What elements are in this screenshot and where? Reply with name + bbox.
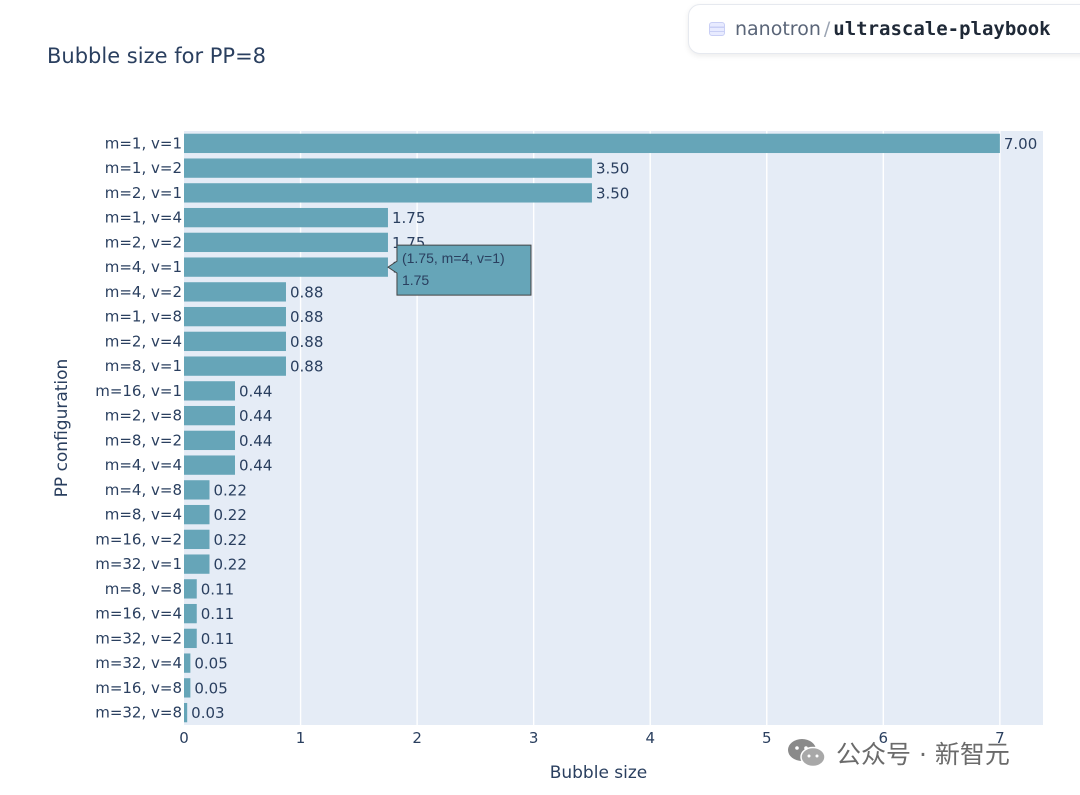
bar[interactable] bbox=[184, 232, 388, 253]
bar[interactable] bbox=[184, 356, 286, 376]
bar[interactable] bbox=[184, 529, 210, 550]
repo-badge[interactable]: nanotron / ultrascale-playbook bbox=[688, 4, 1080, 54]
data-label: 0.88 bbox=[290, 308, 323, 326]
plot-area bbox=[184, 131, 1043, 725]
bar[interactable] bbox=[184, 678, 191, 698]
bar[interactable] bbox=[184, 257, 388, 277]
y-tick-label: m=32, v=4 bbox=[95, 654, 182, 672]
y-tick-label: m=1, v=2 bbox=[105, 159, 182, 177]
y-axis-title: PP configuration bbox=[52, 359, 72, 498]
repo-separator: / bbox=[823, 18, 831, 40]
hover-tooltip bbox=[387, 244, 532, 296]
x-tick-label: 2 bbox=[412, 729, 422, 747]
y-tick-label: m=16, v=4 bbox=[95, 605, 182, 623]
repo-icon bbox=[709, 22, 725, 36]
y-tick-label: m=32, v=8 bbox=[95, 704, 182, 722]
bar[interactable] bbox=[184, 653, 191, 673]
data-label: 3.50 bbox=[596, 184, 629, 202]
y-tick-label: m=2, v=8 bbox=[105, 407, 182, 425]
bar[interactable] bbox=[184, 628, 197, 649]
x-tick-label: 0 bbox=[179, 729, 189, 747]
data-label: 0.88 bbox=[290, 283, 323, 301]
bar[interactable] bbox=[184, 702, 188, 723]
data-label: 0.22 bbox=[213, 556, 246, 574]
data-label: 0.44 bbox=[239, 382, 272, 400]
y-tick-label: m=16, v=2 bbox=[95, 530, 182, 548]
y-tick-label: m=4, v=2 bbox=[105, 283, 182, 301]
data-label: 7.00 bbox=[1004, 135, 1037, 153]
wechat-icon bbox=[788, 739, 826, 768]
tooltip-line-2: 1.75 bbox=[402, 272, 429, 288]
data-label: 0.11 bbox=[201, 580, 234, 598]
bar[interactable] bbox=[184, 579, 197, 599]
repo-owner[interactable]: nanotron bbox=[735, 18, 821, 40]
y-tick-label: m=32, v=1 bbox=[95, 555, 182, 573]
data-label: 0.88 bbox=[290, 358, 323, 376]
y-tick-label: m=2, v=1 bbox=[105, 184, 182, 202]
x-tick-label: 7 bbox=[995, 729, 1005, 747]
y-tick-label: m=8, v=2 bbox=[105, 431, 182, 449]
x-tick-label: 1 bbox=[296, 729, 306, 747]
y-tick-label: m=2, v=2 bbox=[105, 233, 182, 251]
y-tick-label: m=4, v=8 bbox=[105, 481, 182, 499]
data-label: 0.11 bbox=[201, 605, 234, 623]
y-tick-label: m=1, v=1 bbox=[105, 134, 182, 152]
bar[interactable] bbox=[184, 207, 388, 228]
bar[interactable] bbox=[184, 430, 235, 451]
data-label: 0.22 bbox=[213, 531, 246, 549]
bar[interactable] bbox=[184, 480, 210, 500]
x-tick-label: 4 bbox=[645, 729, 655, 747]
bar[interactable] bbox=[184, 504, 210, 525]
bar[interactable] bbox=[184, 331, 286, 352]
watermark-text: 公众号 · 新智元 bbox=[836, 740, 1010, 769]
y-tick-label: m=4, v=1 bbox=[105, 258, 182, 276]
bar[interactable] bbox=[184, 554, 210, 574]
y-tick-label: m=32, v=2 bbox=[95, 629, 182, 647]
bar[interactable] bbox=[184, 405, 235, 426]
data-label: 0.05 bbox=[194, 679, 227, 697]
data-label: 0.44 bbox=[239, 407, 272, 425]
data-label: 1.75 bbox=[392, 209, 425, 227]
data-label: 0.22 bbox=[213, 506, 246, 524]
y-tick-label: m=2, v=4 bbox=[105, 332, 182, 350]
tooltip-line-1: (1.75, m=4, v=1) bbox=[402, 250, 505, 266]
bar[interactable] bbox=[184, 603, 197, 624]
y-tick-label: m=8, v=4 bbox=[105, 506, 182, 524]
watermark: 公众号 · 新智元 bbox=[786, 735, 1010, 771]
y-tick-label: m=8, v=1 bbox=[105, 357, 182, 375]
y-tick-label: m=8, v=8 bbox=[105, 580, 182, 598]
x-tick-label: 3 bbox=[529, 729, 539, 747]
bar[interactable] bbox=[184, 306, 286, 327]
data-label: 0.05 bbox=[194, 655, 227, 673]
x-tick-label: 6 bbox=[879, 729, 889, 747]
bar[interactable] bbox=[184, 183, 592, 203]
y-tick-label: m=1, v=4 bbox=[105, 209, 182, 227]
bar[interactable] bbox=[184, 158, 592, 178]
y-tick-label: m=1, v=8 bbox=[105, 308, 182, 326]
y-tick-label: m=4, v=4 bbox=[105, 456, 182, 474]
data-label: 0.11 bbox=[201, 630, 234, 648]
bar[interactable] bbox=[184, 381, 235, 401]
bar[interactable] bbox=[184, 455, 235, 475]
repo-name[interactable]: ultrascale-playbook bbox=[833, 18, 1051, 40]
x-axis-title: Bubble size bbox=[550, 763, 648, 783]
x-tick-label: 5 bbox=[762, 729, 772, 747]
data-label: 0.44 bbox=[239, 457, 272, 475]
data-label: 0.22 bbox=[213, 481, 246, 499]
y-tick-label: m=16, v=8 bbox=[95, 679, 182, 697]
data-label: 0.03 bbox=[191, 704, 224, 722]
chart-title: Bubble size for PP=8 bbox=[47, 44, 267, 68]
data-label: 0.44 bbox=[239, 432, 272, 450]
data-label: 3.50 bbox=[596, 160, 629, 178]
bar[interactable] bbox=[184, 282, 286, 302]
y-tick-label: m=16, v=1 bbox=[95, 382, 182, 400]
data-label: 0.88 bbox=[290, 333, 323, 351]
bar[interactable] bbox=[184, 133, 1000, 154]
